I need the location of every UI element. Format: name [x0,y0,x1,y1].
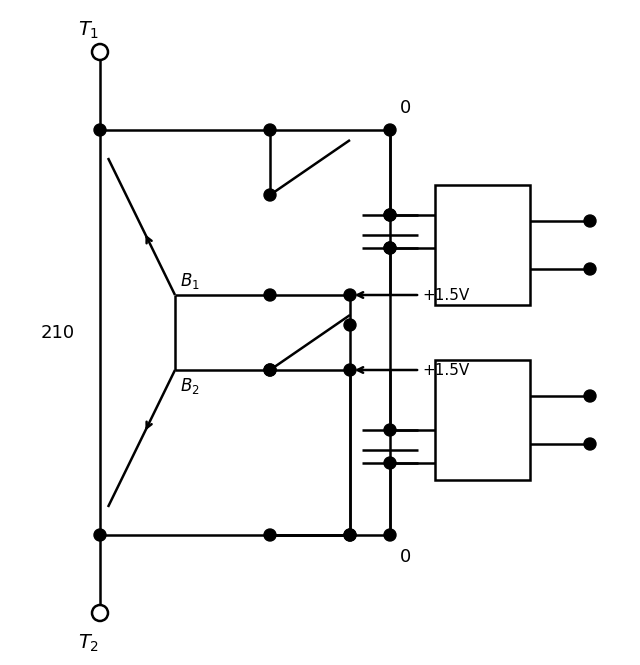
Circle shape [584,438,596,450]
Circle shape [384,124,396,136]
Circle shape [92,44,108,60]
Circle shape [344,364,356,376]
Circle shape [344,529,356,541]
Circle shape [264,364,276,376]
Text: $T_1$: $T_1$ [78,19,99,41]
Circle shape [264,289,276,301]
Circle shape [384,209,396,221]
Circle shape [344,289,356,301]
Text: $B_2$: $B_2$ [180,376,200,396]
Circle shape [584,215,596,227]
Circle shape [384,457,396,469]
Circle shape [384,424,396,436]
Bar [435,360,530,480]
Circle shape [584,390,596,402]
Text: $T_2$: $T_2$ [78,632,99,654]
Circle shape [264,189,276,201]
Circle shape [384,242,396,254]
Circle shape [344,319,356,331]
Circle shape [384,209,396,221]
Circle shape [264,124,276,136]
Circle shape [94,529,106,541]
Text: 0: 0 [400,548,412,566]
Circle shape [92,605,108,621]
Circle shape [384,242,396,254]
Circle shape [264,364,276,376]
Text: 210: 210 [41,323,75,342]
Text: $B_1$: $B_1$ [180,271,200,291]
Circle shape [344,529,356,541]
Text: 0: 0 [400,99,412,117]
Circle shape [384,529,396,541]
Text: +1.5V: +1.5V [422,287,469,303]
Circle shape [584,263,596,275]
Text: +1.5V: +1.5V [422,362,469,378]
Bar [435,185,530,305]
Circle shape [94,124,106,136]
Circle shape [264,529,276,541]
